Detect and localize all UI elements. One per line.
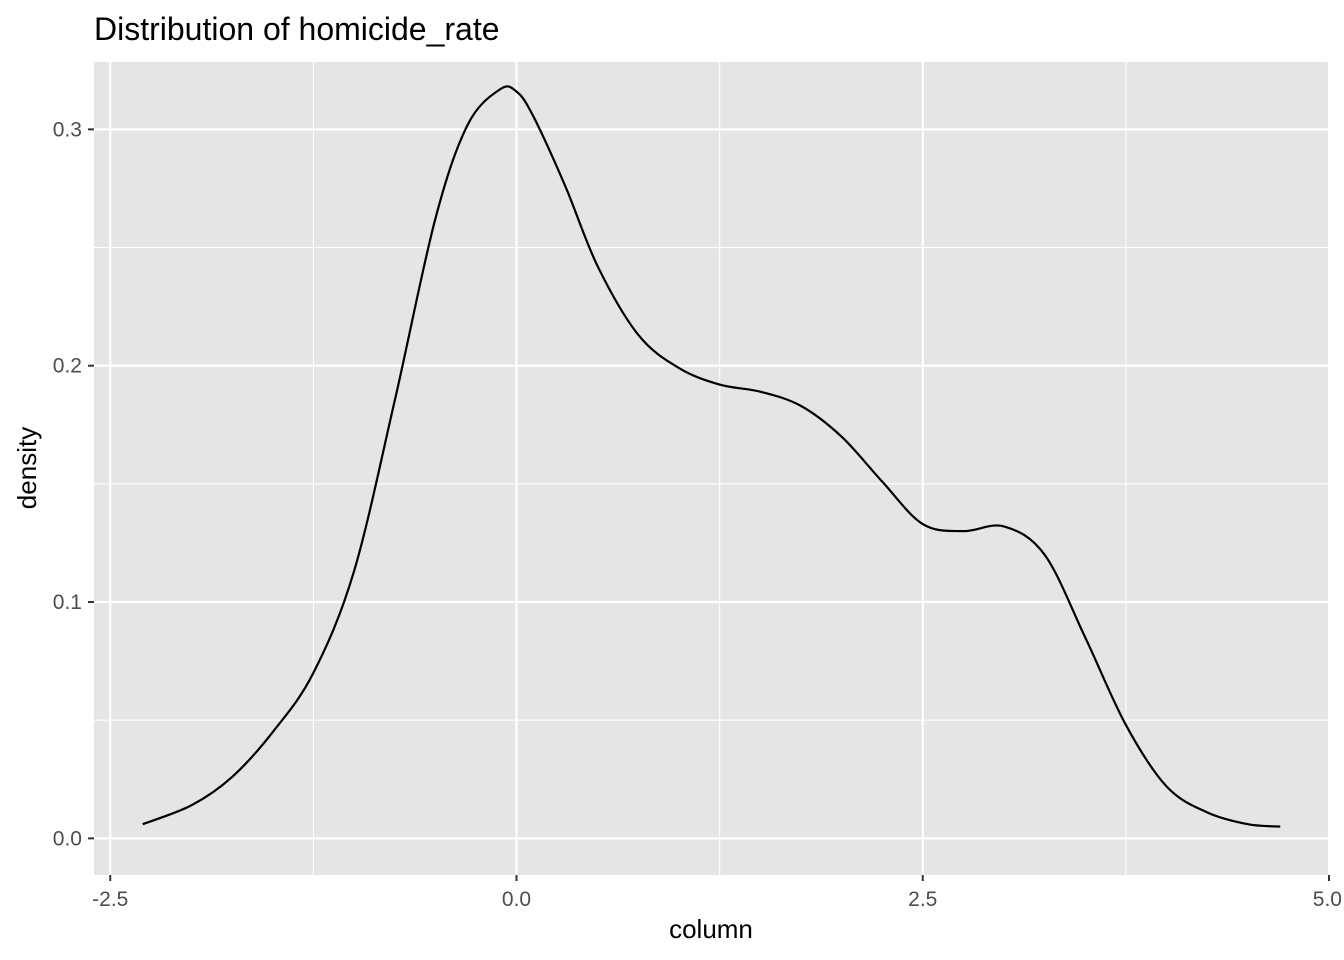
y-tick-label: 0.2 (53, 355, 82, 378)
x-tick-label: 0.0 (502, 888, 531, 911)
density-curve (142, 85, 1281, 828)
x-axis-title: column (669, 914, 753, 944)
x-axis: -2.5 0.0 2.5 5.0 (92, 875, 1342, 911)
x-tick-label: -2.5 (92, 888, 128, 911)
x-tick-label: 2.5 (908, 888, 937, 911)
y-axis: 0.0 0.1 0.2 0.3 (53, 118, 94, 850)
major-gridlines (94, 62, 1331, 875)
x-tick-label: 5.0 (1313, 888, 1342, 911)
y-axis-title: density (12, 427, 42, 509)
plot-panel (94, 62, 1329, 875)
y-tick-label: 0.1 (53, 591, 82, 614)
chart-title: Distribution of homicide_rate (94, 11, 500, 47)
y-tick-label: 0.0 (53, 827, 82, 850)
y-tick-label: 0.3 (53, 118, 82, 141)
